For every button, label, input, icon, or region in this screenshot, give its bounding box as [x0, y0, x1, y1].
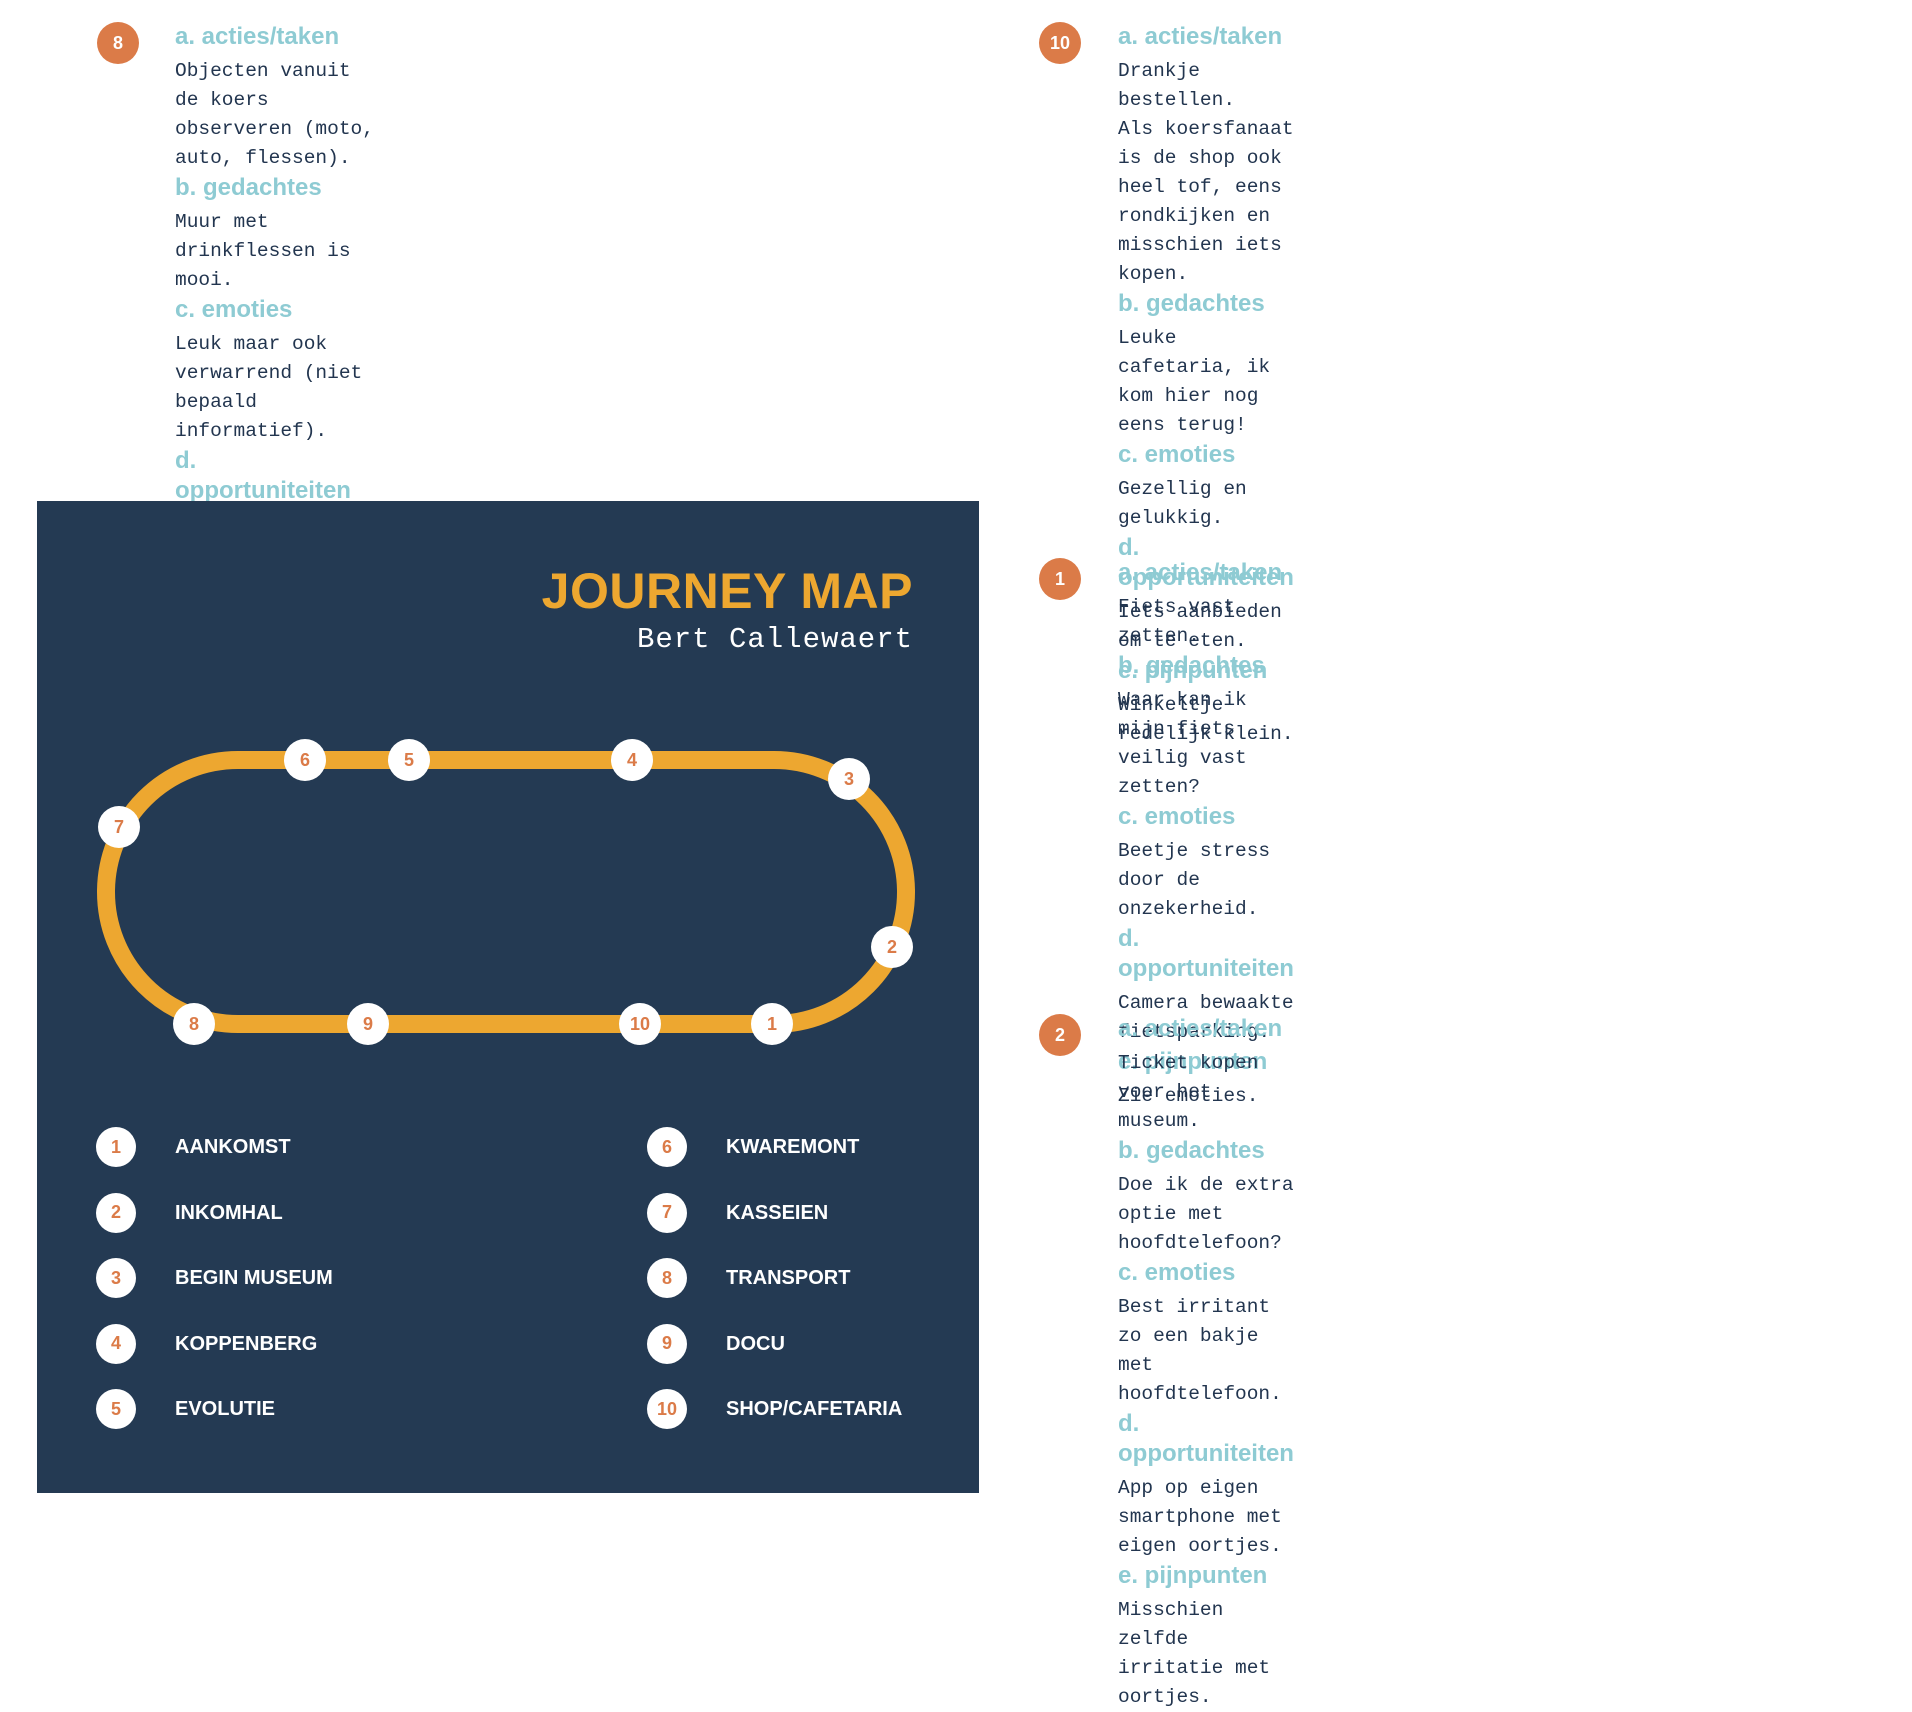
label-acties: a. acties/taken [175, 23, 340, 50]
stop-number: 5 [404, 750, 414, 770]
text-opportuniteiten: App op eigen smartphone met eigen oortje… [1118, 1477, 1294, 1557]
stop-marker [284, 739, 326, 781]
journey-map-panel: JOURNEY MAP Bert Callewaert 1 2 3 4 5 6 7 8 9 10 … [37, 501, 979, 1493]
stop-marker [98, 806, 140, 848]
stop-number: 9 [363, 1014, 373, 1034]
legend-label: AANKOMST [175, 1136, 291, 1158]
stop-number: 7 [114, 817, 124, 837]
legend-label: INKOMHAL [175, 1201, 283, 1224]
legend-number: 1 [96, 1127, 136, 1167]
text-opportuniteiten: Camera bewaakte fietsparking. [1118, 992, 1306, 1043]
journey-stop-3: 3 [828, 758, 870, 800]
text-acties: Objecten vanuit de koers observeren (mot… [175, 60, 386, 169]
journey-map-author: Bert Callewaert [636, 623, 913, 656]
track-loop [97, 751, 915, 1033]
text-gedachtes: Waar kan ik mijn fiets veilig vast zette… [1118, 689, 1259, 798]
text-pijnpunten: Misschien zelfde irritatie met oortjes. [1118, 1599, 1282, 1708]
stop-number: 6 [300, 750, 310, 770]
label-acties: a. acties/taken [1118, 559, 1283, 586]
journey-stop-2: 2 [871, 926, 913, 968]
text-gedachtes: Doe ik de extra optie met hoofdtelefoon? [1118, 1174, 1306, 1254]
legend-number: 9 [647, 1323, 687, 1364]
stop-marker [388, 739, 430, 781]
stop-marker [611, 739, 653, 781]
text-pijnpunten: Winkeltje redelijk klein. [1118, 694, 1294, 745]
stop-number: 8 [189, 1014, 199, 1034]
text-gedachtes: Leuke cafetaria, ik kom hier nog eens te… [1118, 327, 1282, 436]
label-emoties: c. emoties [1118, 803, 1236, 830]
legend-number: 5 [96, 1389, 136, 1429]
label-acties: a. acties/taken [1118, 1015, 1283, 1042]
legend-number: 7 [647, 1192, 687, 1233]
label-gedachtes: b. gedachtes [1118, 1137, 1265, 1164]
stop-number: 2 [887, 937, 897, 957]
stop-marker [619, 1003, 661, 1045]
label-gedachtes: b. gedachtes [175, 174, 322, 201]
stop-number: 3 [844, 769, 854, 789]
legend-label: TRANSPORT [726, 1267, 851, 1289]
legend-number: 2 [96, 1192, 136, 1233]
stop-number-badge: 10 [1039, 22, 1081, 64]
label-opportuniteiten: d. opportuniteiten [1118, 1410, 1294, 1467]
text-acties: Fiets vast zetten. [1118, 596, 1247, 647]
stop-marker [173, 1003, 215, 1045]
journey-stop-7: 7 [98, 806, 140, 848]
legend-number: 8 [647, 1258, 687, 1298]
stop-marker [751, 1003, 793, 1045]
label-opportuniteiten: d. opportuniteiten [1118, 925, 1294, 982]
text-emoties: Beetje stress door de onzekerheid. [1118, 840, 1282, 920]
text-opportuniteiten: Iets aanbieden om te eten. [1118, 601, 1294, 652]
journey-stop-8: 8 [173, 1003, 215, 1045]
stop-marker [828, 758, 870, 800]
label-pijnpunten: e. pijnpunten [1118, 657, 1268, 684]
text-pijnpunten: Zie emoties. [1118, 1085, 1259, 1107]
stop-number-badge: 8 [97, 22, 139, 64]
text-emoties: Best irritant zo een bakje met hoofdtele… [1118, 1296, 1282, 1405]
legend-label: KASSEIEN [726, 1201, 829, 1224]
legend-label: SHOP/CAFETARIA [726, 1398, 903, 1420]
label-pijnpunten: e. pijnpunten [1118, 1562, 1268, 1589]
stop-number: 10 [630, 1014, 650, 1034]
journey-track: 1 2 3 4 5 6 7 8 9 10 [97, 739, 915, 1045]
stop-number: 1 [767, 1014, 777, 1034]
text-emoties: Leuk maar ook verwarrend (niet bepaald i… [175, 333, 374, 442]
legend-label: KOPPENBERG [175, 1332, 318, 1355]
stop-number-badge: 1 [1039, 558, 1081, 600]
legend-label: KWAREMONT [726, 1136, 860, 1158]
text-emoties: Gezellig en gelukkig. [1118, 478, 1259, 529]
journey-stop-4: 4 [611, 739, 653, 781]
journey-stop-9: 9 [347, 1003, 389, 1045]
text-acties: Ticket kopen voor het museum. [1118, 1052, 1271, 1132]
text-acties: Drankje bestellen. Als koersfanaat is de… [1118, 60, 1294, 285]
journey-stop-10: 10 [619, 1003, 661, 1045]
stop-number-badge: 2 [1039, 1014, 1081, 1056]
label-opportuniteiten: d. opportuniteiten [175, 447, 351, 504]
journey-stop-1: 1 [751, 1003, 793, 1045]
label-emoties: c. emoties [175, 296, 293, 323]
stop-marker [871, 926, 913, 968]
label-emoties: c. emoties [1118, 1259, 1236, 1286]
journey-map-title: JOURNEY MAP [541, 563, 913, 619]
legend-label: EVOLUTIE [175, 1398, 276, 1420]
label-gedachtes: b. gedachtes [1118, 290, 1265, 317]
legend-number: 4 [96, 1323, 136, 1364]
label-acties: a. acties/taken [1118, 23, 1283, 50]
text-gedachtes: Muur met drinkflessen is mooi. [175, 211, 363, 291]
journey-stop-5: 5 [388, 739, 430, 781]
journey-stop-6: 6 [284, 739, 326, 781]
label-gedachtes: b. gedachtes [1118, 652, 1265, 679]
stop-number: 4 [627, 750, 637, 770]
label-opportuniteiten: d. opportuniteiten [1118, 534, 1294, 591]
label-emoties: c. emoties [1118, 441, 1236, 468]
label-pijnpunten: e. pijnpunten [1118, 1048, 1268, 1075]
legend-label: BEGIN MUSEUM [175, 1267, 333, 1289]
legend-number: 3 [96, 1258, 136, 1298]
legend-label: DOCU [726, 1332, 785, 1355]
legend-number: 6 [647, 1127, 687, 1167]
legend-number: 10 [647, 1389, 687, 1429]
stop-marker [347, 1003, 389, 1045]
